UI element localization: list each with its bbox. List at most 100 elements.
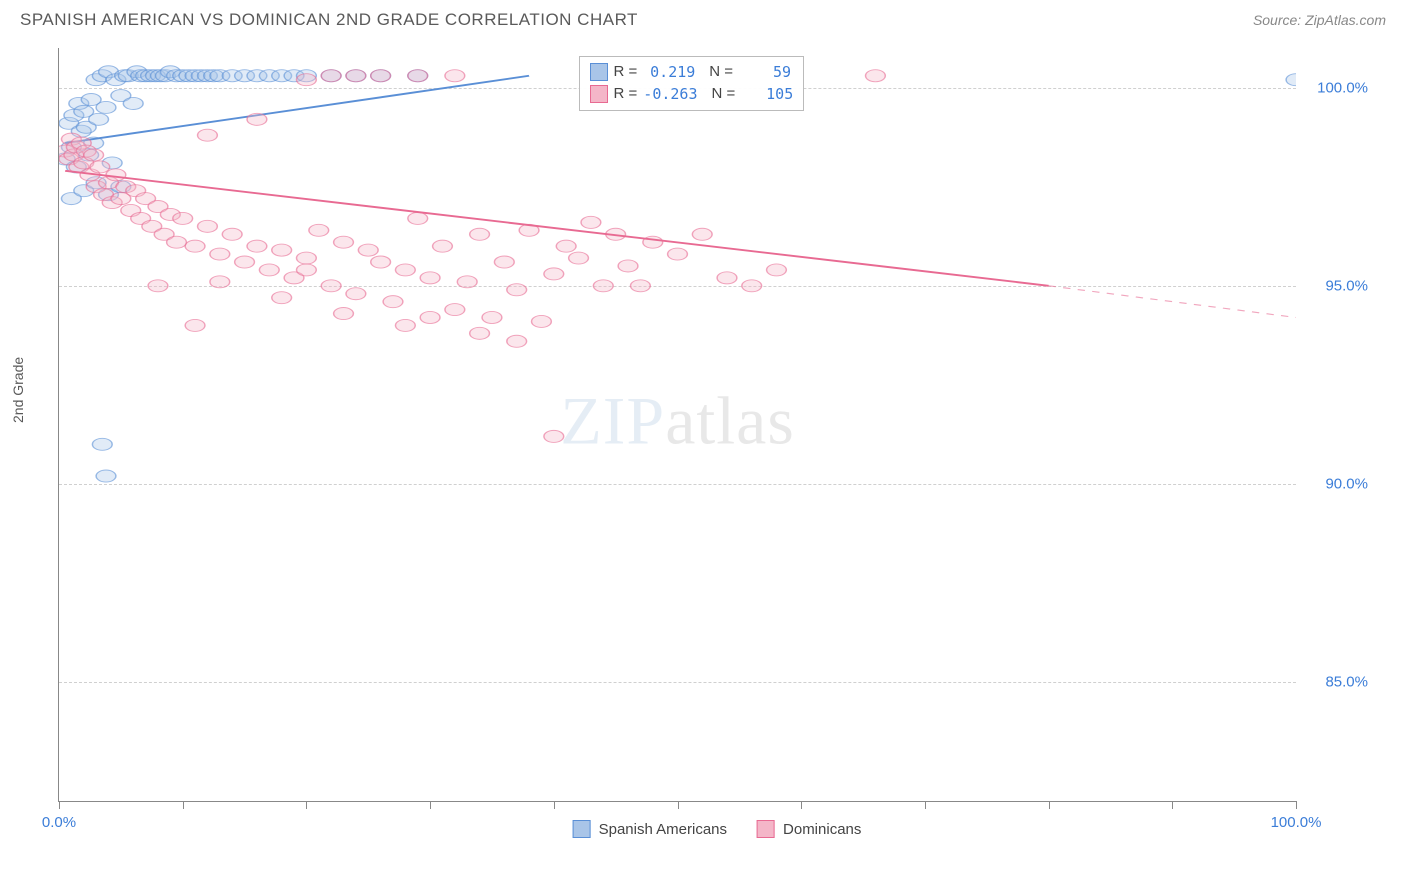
data-point — [210, 248, 230, 260]
data-point — [321, 280, 341, 292]
data-point — [198, 129, 218, 141]
chart-source: Source: ZipAtlas.com — [1253, 12, 1386, 28]
data-point — [346, 288, 366, 300]
data-point — [259, 264, 279, 276]
x-tick — [59, 801, 60, 809]
data-point — [445, 70, 465, 82]
data-point — [593, 280, 613, 292]
stat-r-label: R = — [614, 61, 638, 84]
data-point — [630, 280, 650, 292]
data-point — [247, 240, 267, 252]
data-point — [272, 244, 292, 256]
data-point — [297, 74, 317, 86]
stat-row: R =-0.263 N = 105 — [590, 83, 794, 106]
data-point — [544, 430, 564, 442]
y-tick-label: 100.0% — [1308, 79, 1368, 96]
data-point — [235, 256, 255, 268]
data-point — [433, 240, 453, 252]
x-tick-label: 0.0% — [42, 814, 76, 831]
data-point — [185, 319, 205, 331]
data-point — [532, 315, 552, 327]
data-point — [173, 212, 193, 224]
data-point — [167, 236, 187, 248]
chart-header: SPANISH AMERICAN VS DOMINICAN 2ND GRADE … — [0, 0, 1406, 38]
data-point — [445, 304, 465, 316]
chart-area: 2nd Grade ZIPatlas R =0.219N =59R =-0.26… — [48, 48, 1386, 842]
data-point — [198, 220, 218, 232]
stat-row: R =0.219 N = 59 — [590, 61, 794, 84]
data-point — [395, 264, 415, 276]
x-tick — [554, 801, 555, 809]
stat-n-value: 59 — [739, 61, 791, 84]
stat-n-label: N = — [711, 83, 735, 106]
data-point — [89, 113, 109, 125]
data-point — [334, 308, 354, 320]
y-tick-label: 95.0% — [1308, 277, 1368, 294]
data-point — [371, 70, 391, 82]
data-point — [210, 276, 230, 288]
data-point — [581, 216, 601, 228]
data-point — [297, 264, 317, 276]
data-point — [371, 256, 391, 268]
stat-r-value: -0.263 — [643, 83, 697, 106]
x-tick — [1049, 801, 1050, 809]
trend-line-extrapolated — [1049, 286, 1296, 318]
data-point — [272, 292, 292, 304]
x-tick-label: 100.0% — [1271, 814, 1322, 831]
data-point — [222, 228, 242, 240]
stat-r-value: 0.219 — [643, 61, 695, 84]
data-point — [569, 252, 589, 264]
data-point — [148, 280, 168, 292]
data-point — [507, 335, 527, 347]
data-point — [668, 248, 688, 260]
legend-item: Dominicans — [757, 820, 861, 838]
data-point — [420, 311, 440, 323]
data-point — [717, 272, 737, 284]
data-point — [346, 70, 366, 82]
data-point — [494, 256, 514, 268]
data-point — [470, 327, 490, 339]
data-point — [1286, 74, 1296, 86]
data-point — [309, 224, 329, 236]
data-point — [866, 70, 886, 82]
legend-swatch — [590, 63, 608, 81]
data-point — [383, 296, 403, 308]
legend-label: Dominicans — [783, 821, 861, 838]
data-point — [408, 70, 428, 82]
data-point — [618, 260, 638, 272]
data-point — [297, 252, 317, 264]
stat-r-label: R = — [614, 83, 638, 106]
legend-swatch — [757, 820, 775, 838]
chart-title: SPANISH AMERICAN VS DOMINICAN 2ND GRADE … — [20, 10, 638, 30]
y-tick-label: 85.0% — [1308, 674, 1368, 691]
data-point — [96, 101, 116, 113]
stat-n-label: N = — [709, 61, 733, 84]
data-point — [96, 470, 116, 482]
data-point — [692, 228, 712, 240]
data-point — [544, 268, 564, 280]
data-point — [420, 272, 440, 284]
legend-item: Spanish Americans — [573, 820, 727, 838]
data-point — [185, 240, 205, 252]
series-legend: Spanish Americans Dominicans — [573, 820, 862, 838]
data-point — [395, 319, 415, 331]
data-point — [106, 169, 126, 181]
data-point — [92, 438, 112, 450]
x-tick — [1172, 801, 1173, 809]
x-tick — [801, 801, 802, 809]
data-point — [556, 240, 576, 252]
x-tick — [678, 801, 679, 809]
data-point — [482, 311, 502, 323]
x-tick — [1296, 801, 1297, 809]
data-point — [457, 276, 477, 288]
data-point — [90, 161, 110, 173]
stat-n-value: 105 — [741, 83, 793, 106]
x-tick — [925, 801, 926, 809]
data-point — [470, 228, 490, 240]
legend-label: Spanish Americans — [599, 821, 727, 838]
data-point — [123, 97, 143, 109]
data-point — [742, 280, 762, 292]
data-point — [84, 149, 104, 161]
legend-swatch — [590, 85, 608, 103]
plot-svg — [59, 48, 1296, 801]
